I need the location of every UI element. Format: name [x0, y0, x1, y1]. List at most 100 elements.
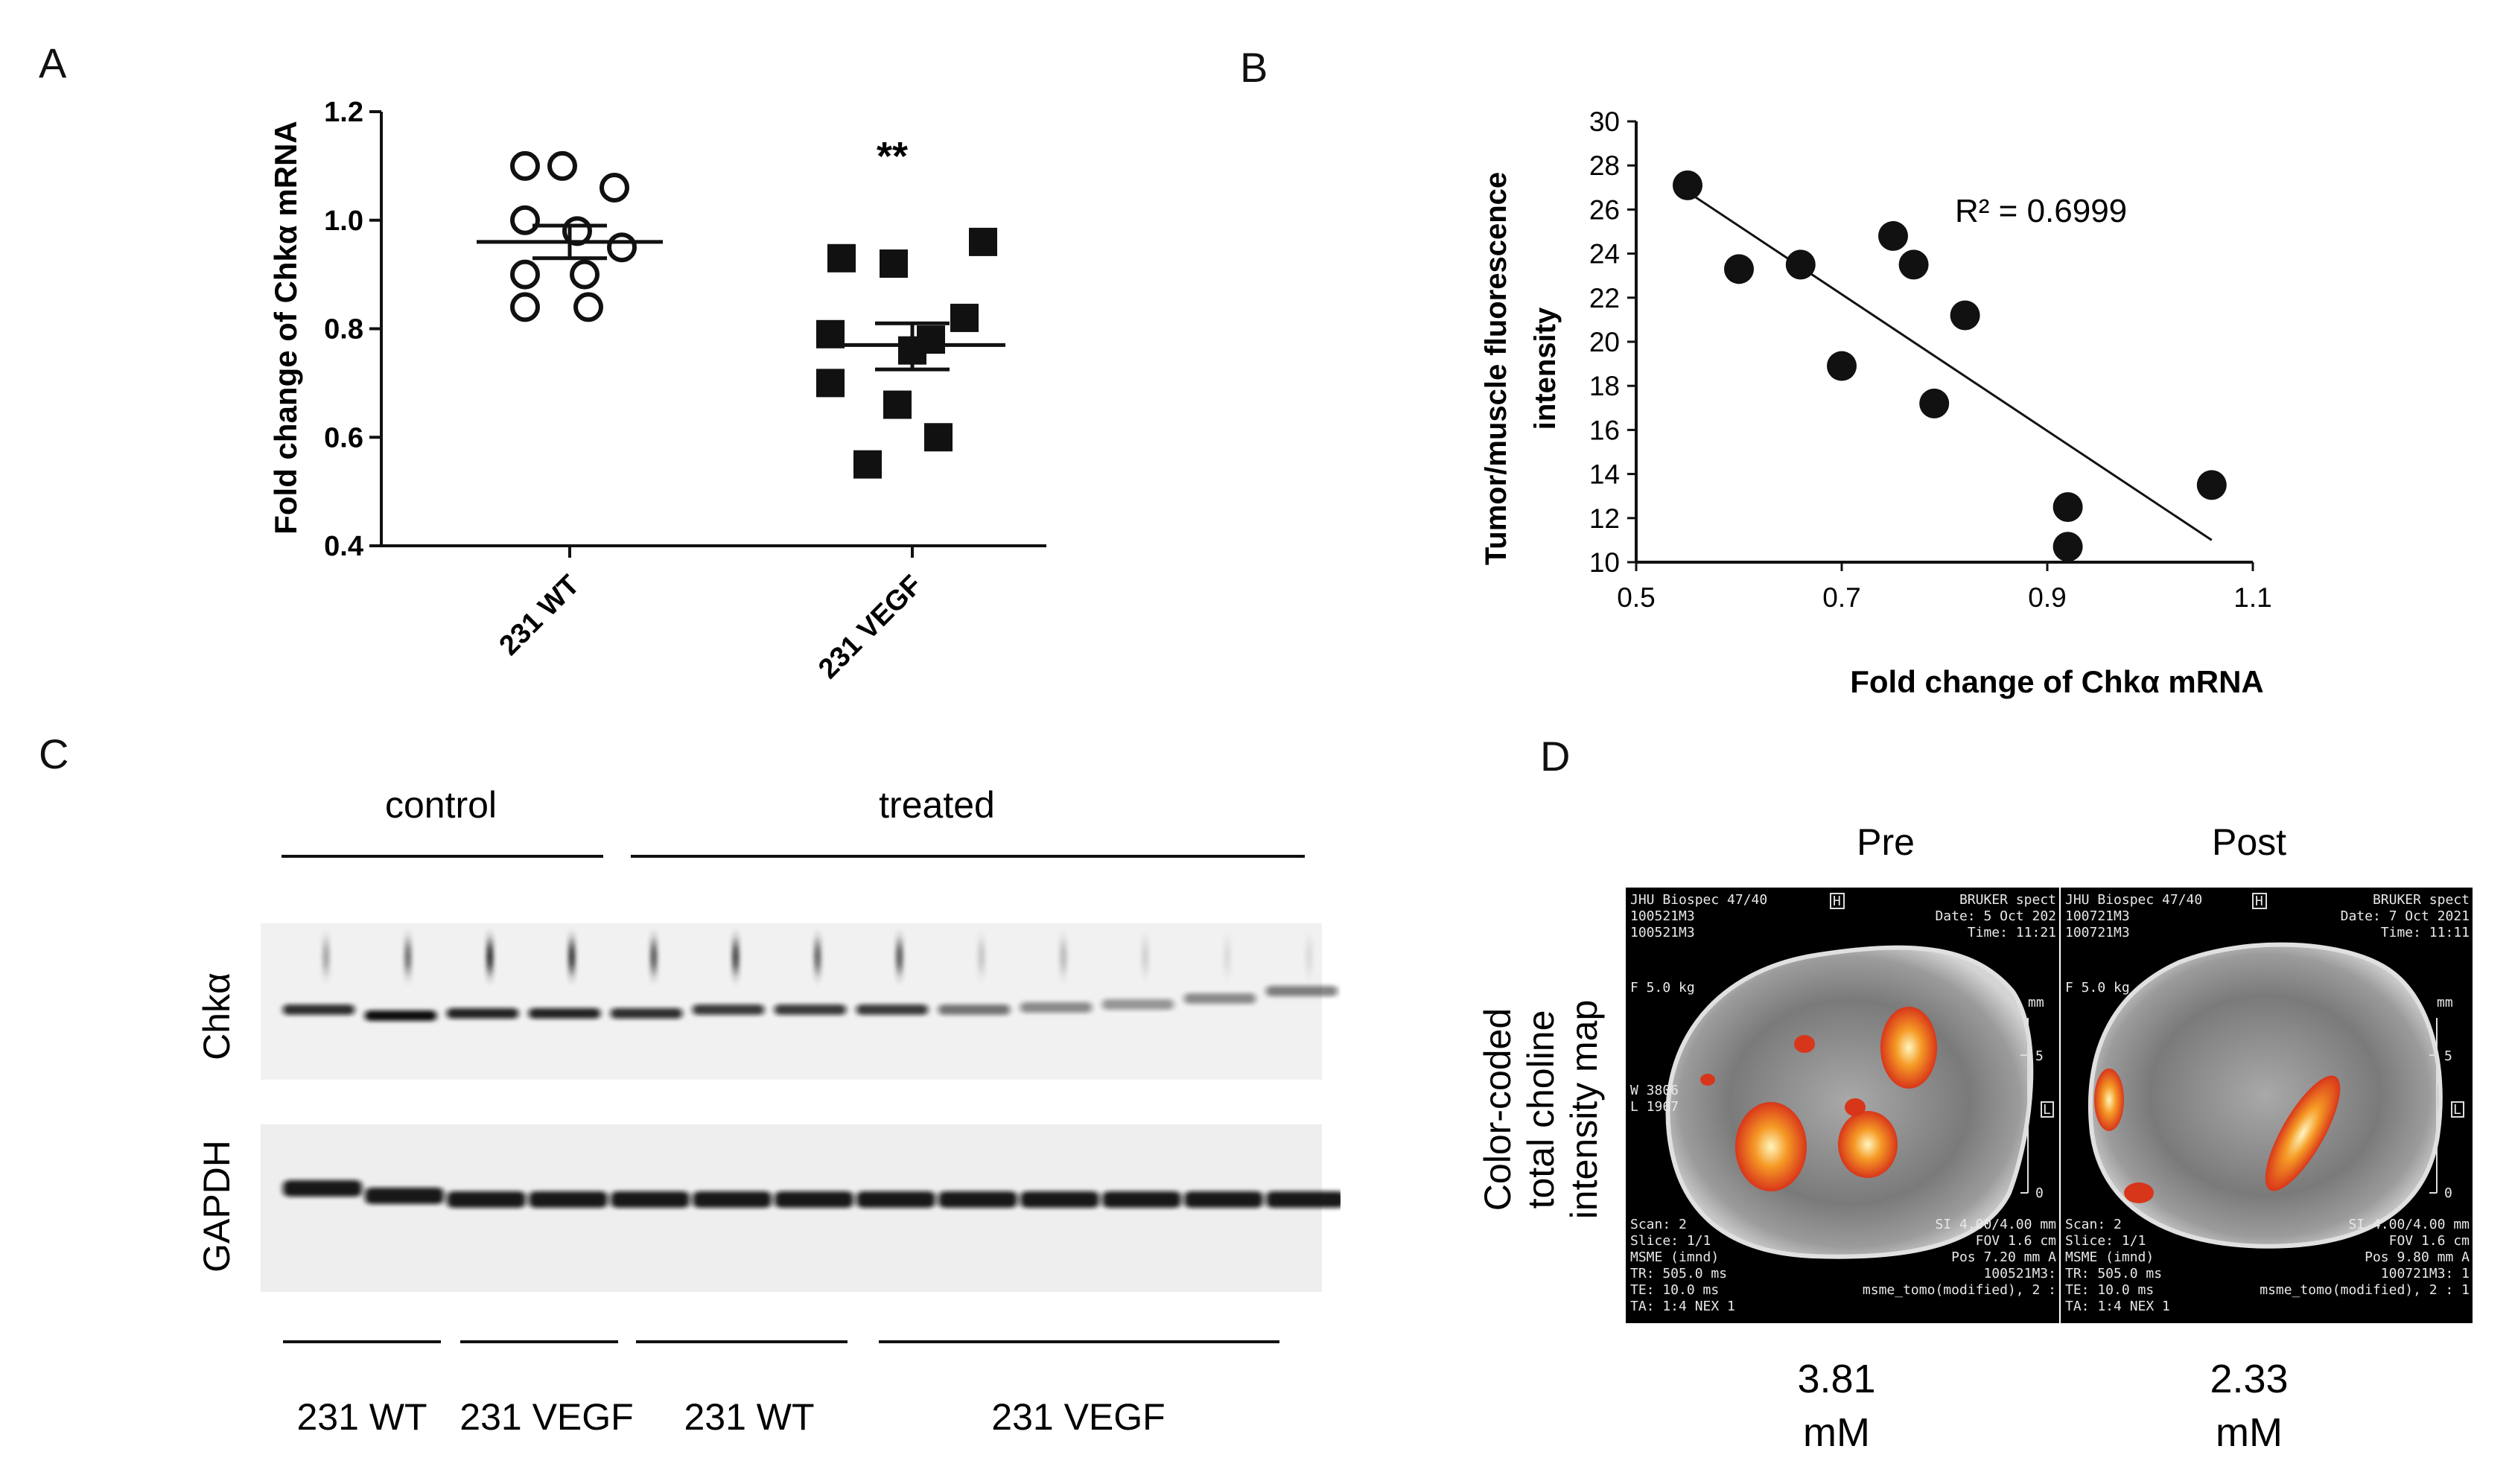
- mri-pre-title: Pre: [1857, 821, 1915, 863]
- mri-header-right: Time: 11:21: [1968, 925, 2056, 940]
- chart-b-point: [2052, 492, 2083, 522]
- chart-b-point: [2196, 470, 2227, 500]
- chart-b-point: [1919, 388, 1950, 418]
- panel-letter-d: D: [1540, 733, 1571, 780]
- chart-a-y-tick-label: 0.8: [324, 314, 363, 345]
- chk-streak: [813, 942, 821, 972]
- mri-footer-left: TE: 10.0 ms: [1630, 1282, 1719, 1298]
- chk-band: [1184, 993, 1256, 1004]
- chart-a-point-wt: [600, 173, 629, 203]
- chart-a-point-wt: [510, 259, 540, 290]
- chk-streak: [649, 942, 658, 972]
- gapdh-band: [447, 1191, 526, 1208]
- chart-b-x-axis-label: Fold change of Chkα mRNA: [1850, 664, 2264, 699]
- chk-streak: [486, 942, 494, 972]
- mri-header-left: 100521M3: [1630, 925, 1695, 940]
- mri-header-right: Time: 11:11: [2381, 925, 2470, 940]
- chart-a-point-vegf: [950, 303, 979, 332]
- mri-footer-right: FOV 1.6 cm: [1976, 1233, 2056, 1249]
- chk-streak: [322, 942, 330, 972]
- mri-post-ruler-0: 0: [2444, 1185, 2452, 1201]
- chart-b-y-tick-label: 22: [1589, 283, 1620, 313]
- mri-pre-hotspot-6: [1700, 1074, 1715, 1086]
- chart-b-point: [1785, 249, 1816, 280]
- mri-pre-hotspot-4: [1845, 1098, 1866, 1116]
- chart-a-point-wt: [547, 150, 577, 181]
- blot-protein-chk: Chkα: [196, 972, 238, 1060]
- mri-panel: Color-coded total choline intensity map …: [1477, 821, 2473, 1455]
- chart-a-point-vegf: [924, 423, 953, 452]
- gapdh-band: [283, 1180, 362, 1197]
- mri-post-tumor: [2087, 942, 2443, 1249]
- mri-post-hotspot-1: [2094, 1069, 2124, 1131]
- mri-footer-left: TE: 10.0 ms: [2065, 1282, 2154, 1298]
- mri-ylabel-line1: Color-coded: [1477, 1008, 1519, 1211]
- chart-b-trendline: [1687, 191, 2213, 541]
- chart-b: 10 12 14 16 18 20 22 24 26 28 30 0.5 0.7 0.9 1.1 Tumor…: [1480, 106, 2272, 699]
- chart-a-y-axis-label: Fold change of Chkα mRNA: [268, 121, 303, 535]
- mri-pre-h-marker: H: [1833, 894, 1841, 909]
- mri-footer-left: TA: 1:4 NEX 1: [1630, 1299, 1735, 1314]
- mri-ylabel-line3: intensity map: [1563, 1000, 1605, 1220]
- chart-b-point: [1898, 249, 1929, 280]
- mri-header-right: BRUKER spect: [1959, 892, 2056, 908]
- chart-b-y-tick-label: 14: [1589, 459, 1620, 490]
- panel-letter-c: C: [39, 730, 69, 777]
- chart-b-point: [2052, 532, 2083, 562]
- mri-post-h-marker: H: [2255, 894, 2263, 909]
- mri-pre-hotspot-1: [1735, 1102, 1807, 1191]
- chart-a-point-wt: [607, 232, 637, 263]
- chk-streak: [895, 942, 903, 972]
- gapdh-band: [1102, 1191, 1181, 1208]
- mri-footer-left: Scan: 2: [1630, 1217, 1687, 1232]
- mri-post-hotspot-2: [2265, 1075, 2341, 1191]
- western-blot: control treated Chkα GAPDH 231 WT 231 VE…: [196, 784, 1341, 1438]
- mri-footer-left: TR: 505.0 ms: [1630, 1266, 1727, 1281]
- mri-pre-hotspot-2: [1880, 1007, 1937, 1089]
- chart-b-y-axis-label-line1: Tumor/muscle fluorescence: [1480, 172, 1513, 565]
- mri-footer-right: msme_tomo(modified), 2 :: [1863, 1282, 2056, 1298]
- chart-a-point-wt: [510, 292, 540, 322]
- blot-protein-gapdh: GAPDH: [196, 1140, 238, 1273]
- chk-band: [1102, 999, 1174, 1010]
- mri-pre-hotspot-5: [1794, 1035, 1815, 1053]
- mri-force: F 5.0 kg: [2065, 980, 2130, 996]
- chart-a-point-wt: [570, 259, 600, 290]
- gapdh-bands: [283, 1180, 1341, 1208]
- blot-group-treated: treated: [879, 784, 995, 826]
- chart-a-point-vegf: [816, 369, 845, 398]
- chk-band: [1020, 1002, 1092, 1013]
- mri-post-side-letter: L: [2453, 1102, 2461, 1118]
- mri-pre-ruler-unit: mm: [2028, 995, 2044, 1010]
- chk-band: [365, 1010, 436, 1021]
- chk-band: [283, 1004, 354, 1015]
- mri-footer-left: MSME (imnd): [2065, 1249, 2154, 1265]
- mri-footer-left: TR: 505.0 ms: [2065, 1266, 2162, 1281]
- mri-footer-left: Slice: 1/1: [1630, 1233, 1711, 1249]
- chart-b-x-tick-label: 0.7: [1822, 582, 1860, 613]
- chart-b-x-tick-label: 0.5: [1617, 582, 1655, 613]
- chart-a-y-tick-label: 0.6: [324, 422, 363, 453]
- gapdh-band: [611, 1191, 690, 1208]
- blot-lane-label-1: 231 WT: [296, 1396, 427, 1438]
- mri-window-level: L 1967: [1630, 1099, 1679, 1115]
- chk-streak: [731, 942, 740, 972]
- mri-post-hotspot-3: [2124, 1182, 2154, 1203]
- mri-footer-right: SI 4.00/4.00 mm: [1935, 1217, 2056, 1232]
- blot-strip-gapdh: [261, 1124, 1322, 1292]
- mri-header-right: Date: 7 Oct 2021: [2341, 908, 2470, 924]
- chart-a-point-wt: [510, 205, 540, 235]
- chart-b-y-tick-label: 24: [1589, 239, 1620, 270]
- chart-b-y-tick-label: 10: [1589, 547, 1620, 578]
- gapdh-band: [856, 1191, 935, 1208]
- chart-a-point-vegf: [880, 249, 908, 278]
- chk-streak: [1305, 942, 1313, 972]
- chart-b-point: [1673, 170, 1702, 200]
- chart-b-y-tick-label: 26: [1589, 194, 1620, 225]
- chk-band: [1266, 986, 1338, 996]
- mri-footer-left: Slice: 1/1: [2065, 1233, 2146, 1249]
- chk-streak: [567, 942, 576, 972]
- chk-streak: [404, 942, 412, 972]
- chart-a-y-tick-label: 1.2: [324, 97, 363, 128]
- chart-b-y-tick-label: 30: [1589, 106, 1620, 137]
